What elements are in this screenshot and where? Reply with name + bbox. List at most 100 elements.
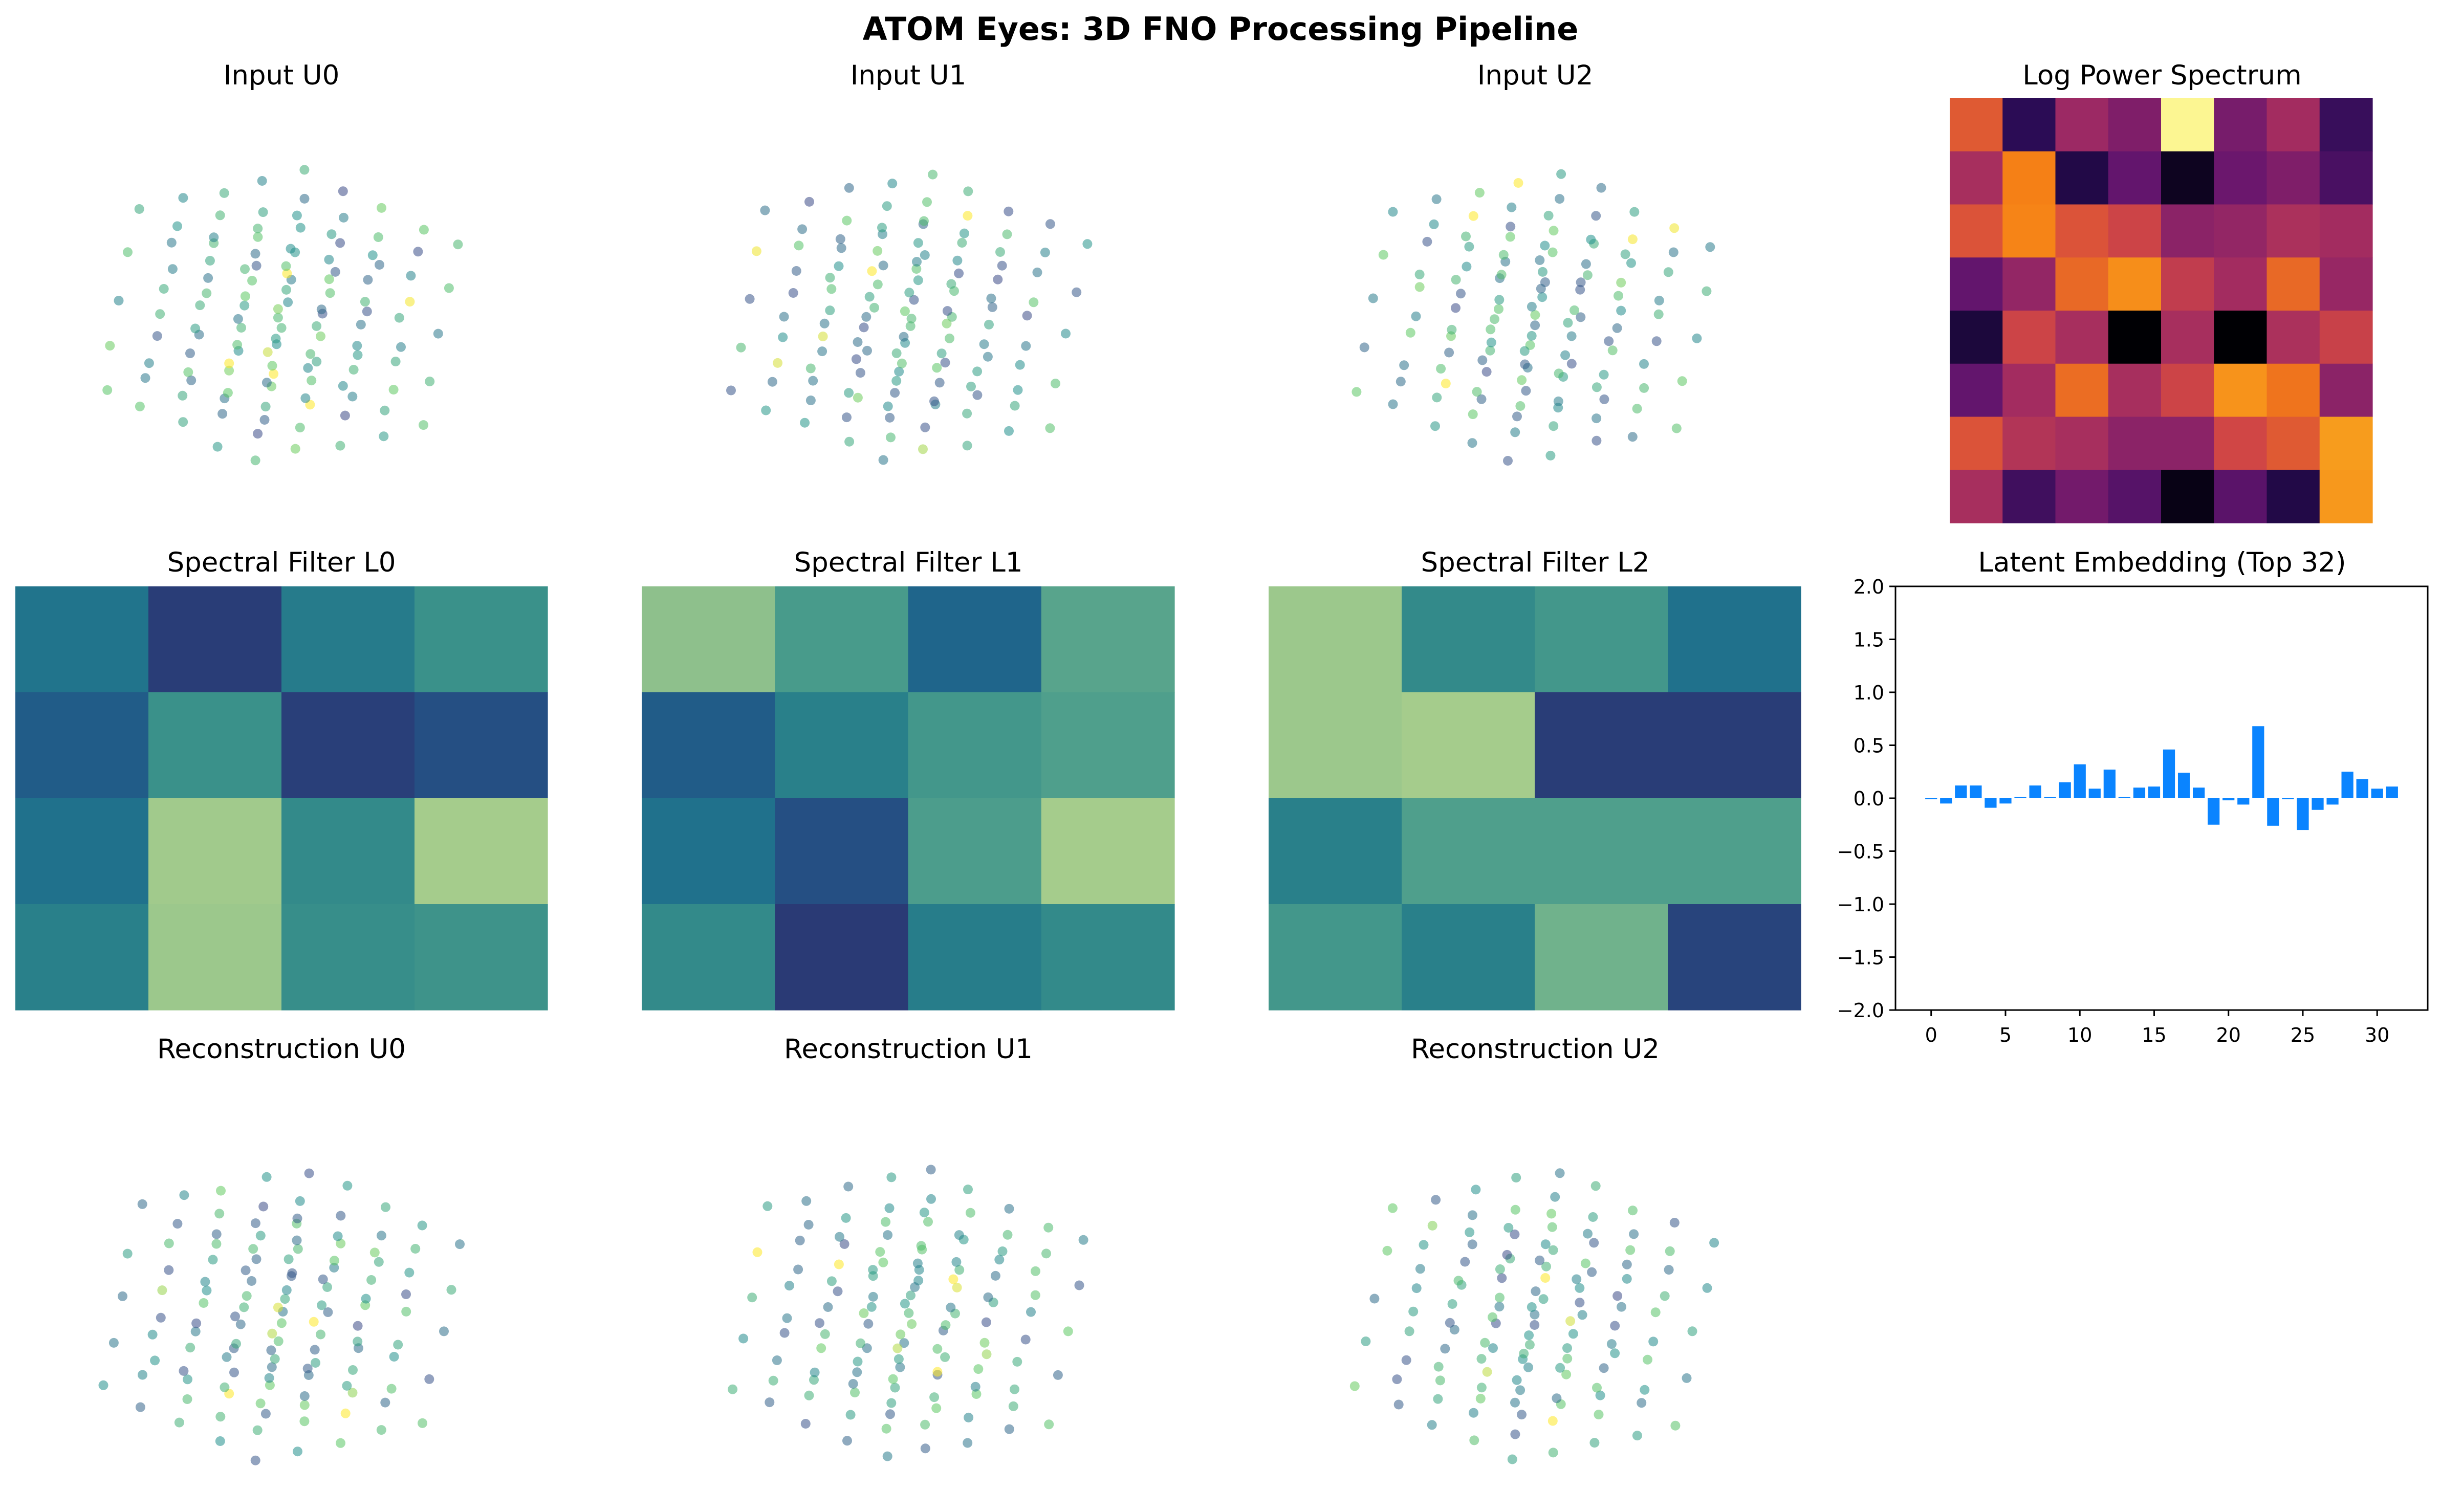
scatter-point	[1566, 359, 1577, 369]
scatter-point	[1553, 396, 1563, 406]
heatmap-cell	[1535, 798, 1668, 905]
scatter-point	[1004, 426, 1014, 436]
scatter-point	[761, 405, 771, 415]
scatter-point	[419, 420, 428, 430]
scatter-point	[885, 412, 895, 423]
scatter-point	[896, 1329, 906, 1340]
scatter-point	[751, 246, 761, 256]
heatmap-cell	[148, 798, 282, 905]
scatter-point	[1405, 327, 1415, 338]
scatter-point	[179, 1366, 189, 1376]
heatmap-cell	[2161, 257, 2214, 311]
scatter-point	[1451, 303, 1461, 313]
scatter-point	[1510, 427, 1520, 437]
scatter-point	[1435, 1375, 1445, 1386]
scatter-point	[1015, 360, 1025, 370]
scatter-point	[1404, 1326, 1414, 1336]
heatmap-cell	[1041, 586, 1175, 693]
heatmap-cell	[2266, 470, 2320, 523]
scatter-point	[329, 1263, 339, 1273]
scatter-point	[867, 266, 877, 276]
bar	[2074, 764, 2086, 798]
scatter-point	[834, 1259, 844, 1269]
scatter-point	[156, 1312, 166, 1323]
heatmap-cell	[642, 904, 775, 1011]
x-tick-label: 0	[1925, 1024, 1937, 1046]
scatter-point	[191, 1318, 202, 1328]
scatter-point	[784, 1281, 794, 1291]
scatter-point	[1548, 1245, 1558, 1255]
scatter-point	[276, 1318, 287, 1328]
scatter-point	[1031, 1266, 1040, 1276]
scatter-point	[1596, 183, 1606, 193]
scatter-point	[912, 257, 922, 267]
scatter-point	[964, 1412, 974, 1422]
scatter-point	[1548, 1448, 1558, 1458]
heatmap-cell	[775, 692, 909, 799]
scatter-point	[1503, 1223, 1514, 1233]
scatter-point	[1709, 1238, 1719, 1248]
scatter-point	[290, 444, 300, 454]
scatter-point	[1506, 222, 1516, 232]
scatter-point	[762, 1201, 773, 1211]
scatter-point	[810, 1367, 820, 1377]
scatter-point	[1545, 450, 1556, 461]
scatter-point	[250, 1218, 260, 1229]
scatter-point	[912, 1258, 923, 1268]
scatter-point	[788, 288, 798, 298]
scatter-point	[1586, 234, 1596, 245]
scatter-point	[919, 1208, 929, 1218]
scatter-point	[1562, 1353, 1573, 1364]
scatter-point	[886, 432, 896, 443]
scatter-point	[1524, 1330, 1534, 1341]
scatter-point	[356, 319, 366, 330]
scatter-point	[1530, 310, 1540, 320]
scatter-point	[418, 1418, 427, 1428]
scatter-point	[303, 363, 313, 373]
heatmap-cell	[2161, 204, 2214, 258]
scatter-point	[962, 408, 972, 419]
scatter-point	[316, 304, 326, 315]
scatter-point	[844, 183, 854, 193]
scatter-point	[444, 283, 454, 293]
scatter-point	[281, 261, 291, 271]
scatter-point	[894, 366, 904, 377]
scatter-point	[1502, 1250, 1512, 1260]
panel-title-log-power-spectrum: Log Power Spectrum	[2022, 60, 2301, 91]
bar	[1925, 798, 1937, 800]
scatter-point	[1044, 1419, 1054, 1430]
scatter-point	[886, 1172, 897, 1182]
heatmap-cell	[2161, 98, 2214, 152]
scatter-point	[971, 1389, 982, 1399]
scatter-point	[1486, 337, 1496, 347]
scatter-point	[942, 306, 952, 316]
bar	[2163, 749, 2175, 798]
scatter-point	[800, 1419, 811, 1429]
heatmap-cell	[15, 904, 149, 1011]
heatmap-cell	[1668, 692, 1801, 799]
scatter-point	[844, 436, 855, 447]
heatmap-cell	[15, 692, 149, 799]
scatter-point	[779, 1328, 790, 1338]
scatter-point	[1414, 282, 1425, 292]
heatmap-cell	[1402, 692, 1535, 799]
scatter-point	[1643, 1354, 1652, 1365]
scatter-point	[940, 358, 950, 368]
scatter-point	[1628, 1206, 1638, 1216]
scatter-point	[1669, 223, 1680, 233]
scatter-point	[178, 417, 188, 427]
scatter-point	[1626, 258, 1636, 268]
scatter-point	[216, 1186, 226, 1196]
scatter-point	[1562, 1343, 1572, 1353]
scatter-point	[1496, 270, 1507, 280]
panel-input-u0: Input U0	[102, 60, 463, 466]
y-tick-label: 0.0	[1854, 787, 1884, 810]
scatter-point	[114, 296, 124, 305]
heatmap-cell	[2055, 470, 2109, 523]
scatter-point	[424, 1374, 434, 1384]
bar	[2371, 788, 2383, 798]
scatter-point	[273, 313, 283, 323]
scatter-point	[1433, 1362, 1444, 1372]
scatter-point	[883, 1230, 893, 1240]
figure-title: ATOM Eyes: 3D FNO Processing Pipeline	[863, 10, 1579, 48]
